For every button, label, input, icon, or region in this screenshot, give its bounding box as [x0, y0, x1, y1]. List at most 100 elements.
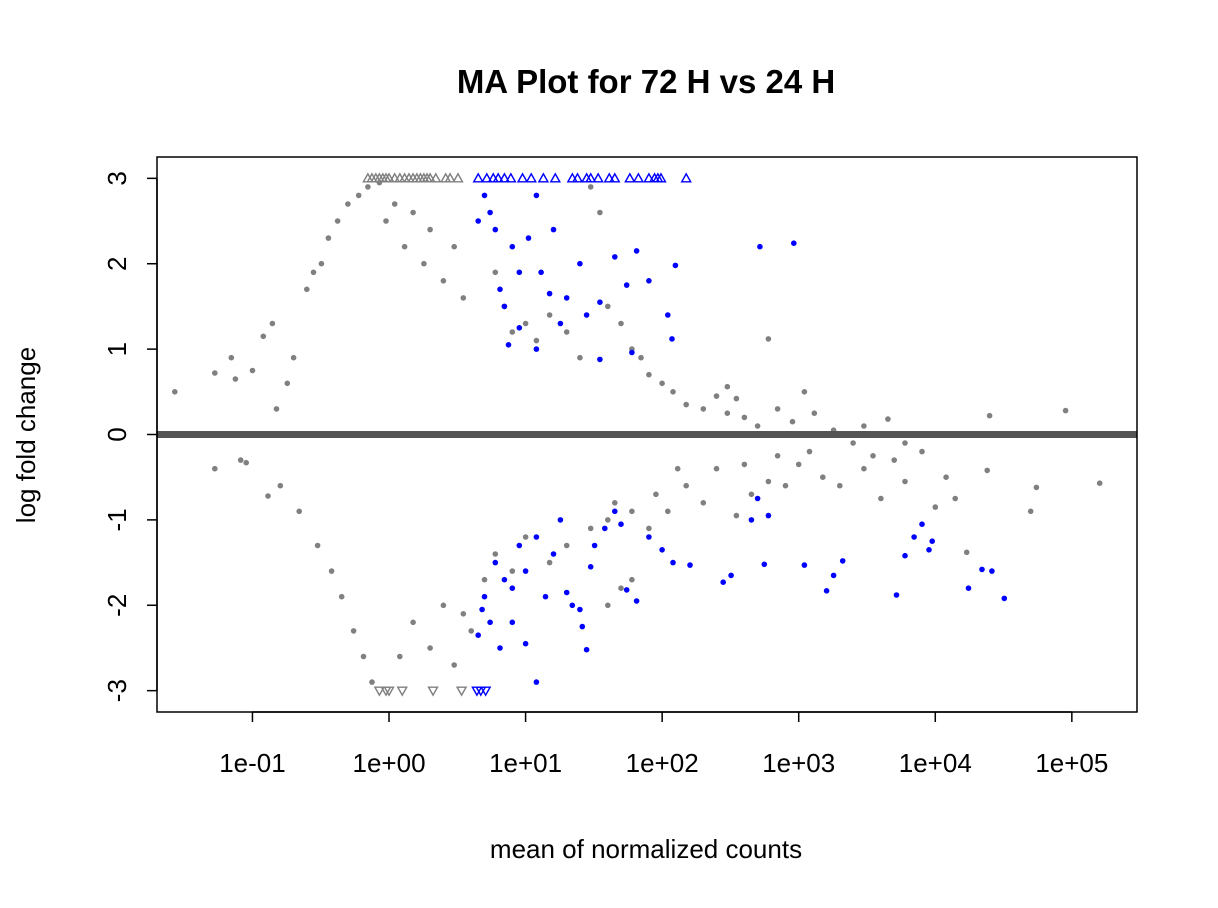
significant-point	[655, 172, 667, 183]
significant-point	[926, 547, 932, 553]
nonsignificant-point	[612, 500, 618, 506]
x-tick-label: 1e+01	[489, 748, 562, 778]
significant-point	[557, 517, 564, 523]
y-tick-label: 1	[102, 342, 132, 356]
nonsignificant-point	[350, 628, 357, 634]
nonsignificant-point	[325, 235, 332, 241]
nonsignificant-point	[296, 508, 303, 515]
nonsignificant-point	[360, 653, 367, 660]
nonsignificant-point	[577, 354, 583, 361]
nonsignificant-point	[646, 525, 652, 532]
nonsignificant-point	[1033, 484, 1040, 491]
significant-point	[602, 525, 608, 532]
significant-point	[597, 299, 603, 306]
nonsignificant-point	[468, 628, 475, 634]
significant-point	[498, 172, 511, 183]
significant-point	[623, 282, 630, 288]
x-tick-label: 1e-01	[219, 748, 286, 778]
significant-point	[893, 592, 900, 598]
nonsignificant-point	[861, 465, 867, 472]
nonsignificant-point	[587, 525, 594, 532]
significant-point	[542, 593, 549, 600]
nonsignificant-point	[700, 500, 707, 506]
nonsignificant-point	[618, 320, 624, 327]
significant-point	[505, 342, 512, 348]
nonsignificant-point	[444, 172, 456, 183]
significant-point	[479, 686, 492, 697]
nonsignificant-point	[397, 653, 403, 660]
significant-point	[475, 632, 482, 638]
nonsignificant-point	[713, 465, 720, 472]
significant-point	[765, 512, 772, 519]
significant-point	[577, 606, 583, 613]
x-axis: 1e-01 1e+00 1e+01 1e+02 1e+03 1e+04 1e+05	[219, 711, 1108, 778]
significant-point	[659, 547, 665, 553]
nonsignificant-point	[383, 218, 389, 224]
nonsignificant-point	[455, 686, 468, 697]
nonsignificant-point	[427, 226, 433, 233]
nonsignificant-point	[919, 448, 925, 455]
significant-point	[609, 172, 621, 183]
nonsignificant-point	[683, 482, 689, 489]
significant-point	[487, 209, 493, 216]
significant-point	[603, 172, 615, 183]
nonsignificant-point	[902, 478, 908, 485]
nonsignificant-point	[638, 354, 644, 361]
nonsignificant-point	[774, 406, 781, 412]
nonsignificant-point	[774, 453, 781, 459]
nonsignificant-point	[1096, 480, 1103, 487]
nonsignificant-point	[290, 354, 297, 361]
nonsignificant-point	[618, 585, 624, 591]
nonsignificant-point	[1062, 407, 1069, 414]
nonsignificant-point	[902, 440, 908, 446]
significant-point	[632, 172, 645, 183]
nonsignificant-point	[451, 662, 458, 668]
significant-point	[497, 645, 503, 651]
nonsignificant-point	[522, 320, 529, 327]
significant-point	[791, 240, 797, 246]
significant-point	[646, 278, 652, 284]
significant-point	[550, 551, 557, 557]
significant-point	[761, 561, 768, 568]
significant-point	[929, 538, 935, 544]
nonsignificant-point	[754, 423, 761, 429]
y-axis: -3 -2 -1 0 1 2 3	[102, 171, 158, 702]
significant-point	[492, 226, 499, 233]
nonsignificant-point	[724, 410, 731, 417]
nonsignificant-point	[674, 465, 681, 472]
x-axis-label: mean of normalized counts	[490, 834, 802, 864]
nonsignificant-point	[986, 412, 993, 419]
significant-point	[911, 534, 917, 540]
significant-point	[516, 542, 523, 549]
significant-point	[728, 572, 734, 579]
significant-point	[830, 572, 837, 579]
x-tick-label: 1e+00	[353, 748, 426, 778]
nonsignificant-point	[563, 329, 570, 335]
significant-point	[629, 349, 635, 356]
significant-point	[522, 640, 529, 647]
nonsignificant-point	[172, 389, 178, 395]
significant-point	[919, 521, 925, 527]
significant-point	[823, 588, 830, 594]
nonsignificant-point	[424, 172, 436, 183]
significant-point	[665, 312, 671, 318]
nonsignificant-point	[811, 410, 818, 417]
significant-point	[839, 558, 846, 564]
significant-point	[522, 568, 529, 574]
significant-point	[587, 564, 594, 570]
nonsignificant-point	[659, 380, 665, 387]
y-tick-label: -1	[102, 508, 132, 531]
nonsignificant-point	[733, 512, 740, 519]
significant-point	[748, 517, 755, 523]
significant-point	[592, 172, 604, 183]
significant-point	[1001, 595, 1008, 602]
significant-point	[525, 172, 537, 183]
significant-point	[546, 290, 553, 297]
significant-point	[509, 585, 516, 591]
nonsignificant-point	[427, 686, 439, 697]
nonsignificant-point	[243, 459, 249, 466]
significant-point	[643, 172, 655, 183]
nonsignificant-point	[789, 418, 796, 425]
significant-point	[533, 346, 540, 352]
nonsignificant-point	[460, 611, 467, 617]
